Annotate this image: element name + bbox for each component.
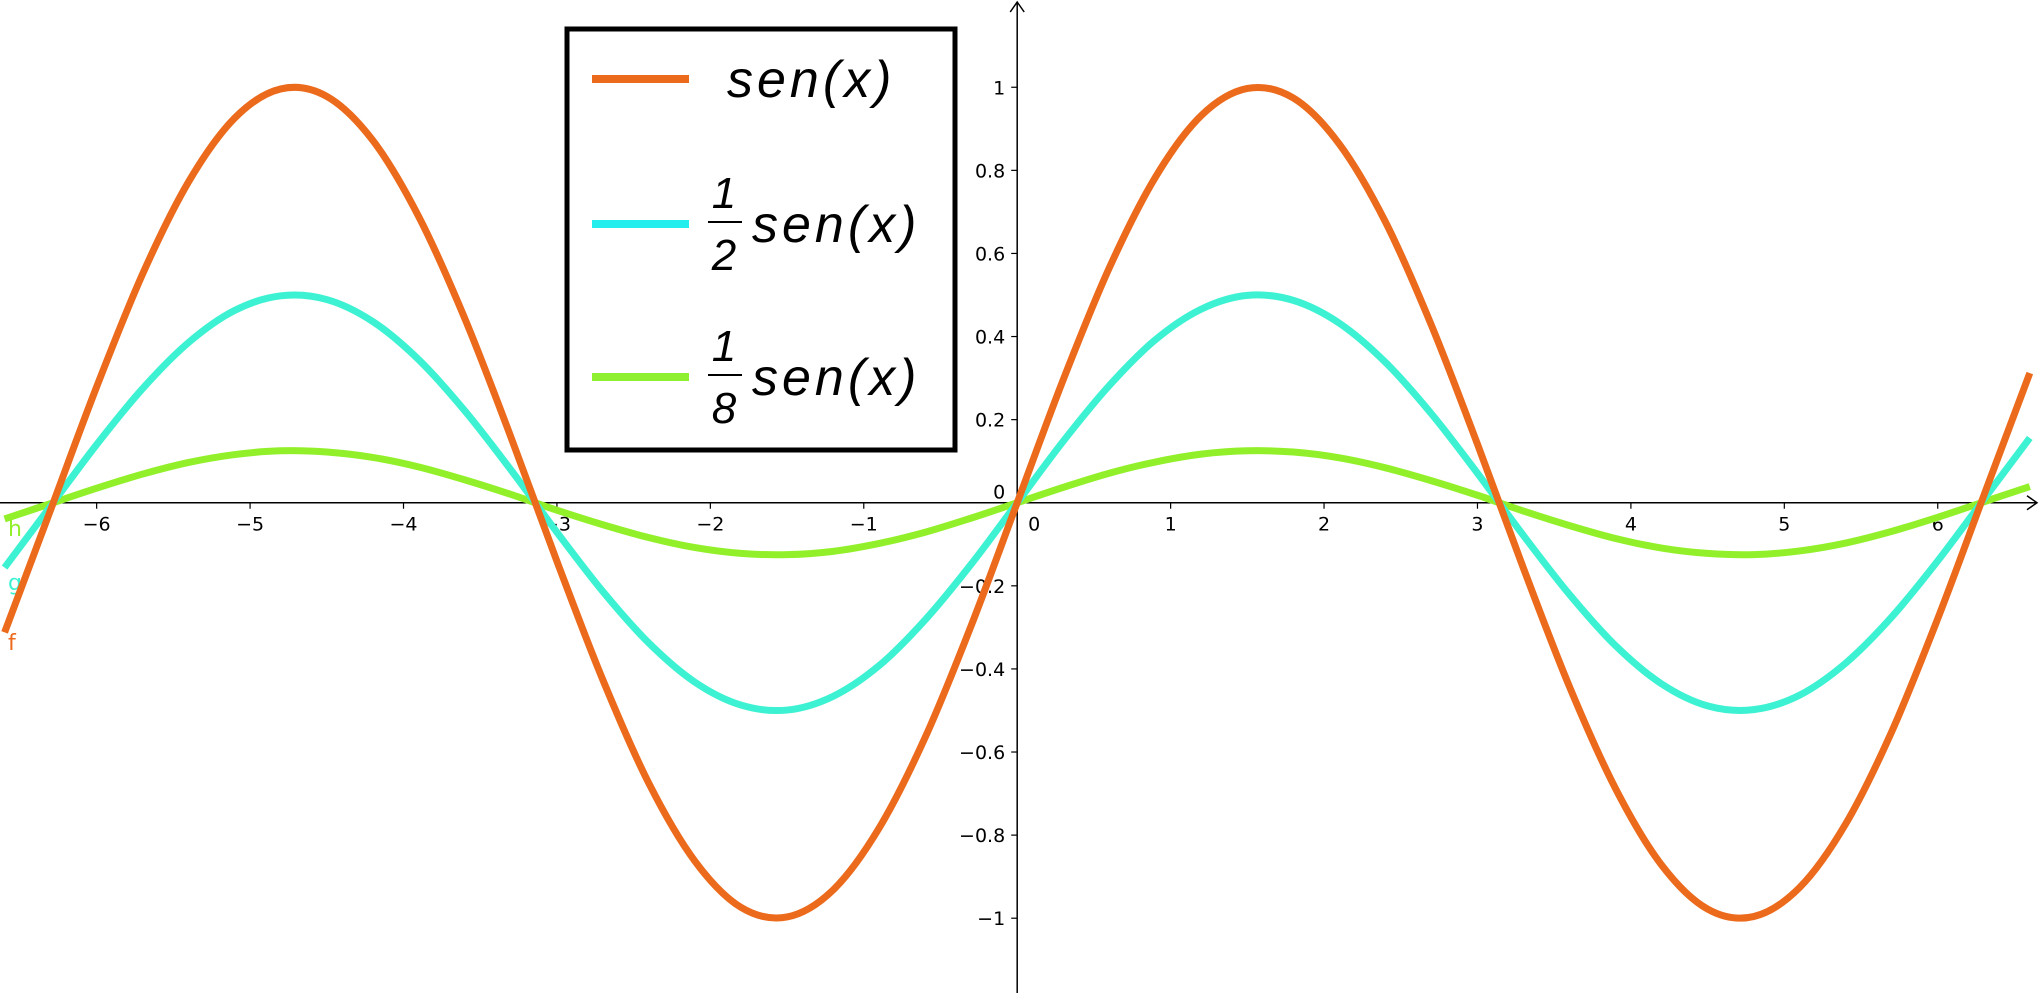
y-tick-label: 0.8 xyxy=(975,160,1005,182)
y-tick-label: −0.8 xyxy=(959,825,1005,847)
x-tick-label: 2 xyxy=(1318,514,1330,536)
legend-denominator: 2 xyxy=(711,231,736,280)
y-tick-label: −0.4 xyxy=(959,659,1005,681)
y-tick-label: 0 xyxy=(993,482,1005,504)
x-tick-label: 3 xyxy=(1471,514,1483,536)
x-tick-label: 5 xyxy=(1778,514,1790,536)
legend-label: sen(x) xyxy=(727,51,895,109)
legend-numerator: 1 xyxy=(712,322,736,371)
y-axis-arrow xyxy=(1009,0,1025,13)
legend: sen(x) 1 2 sen(x) 1 8 sen(x) xyxy=(564,26,958,453)
y-tick-label: 0.4 xyxy=(975,327,1005,349)
legend-label: sen(x) xyxy=(752,196,920,254)
y-tick-label: −0.6 xyxy=(959,742,1005,764)
legend-numerator: 1 xyxy=(712,169,736,218)
curve-label: f xyxy=(8,631,17,656)
legend-denominator: 8 xyxy=(712,384,737,433)
x-tick-label: −4 xyxy=(389,514,417,536)
x-tick-label: 1 xyxy=(1165,514,1177,536)
x-tick-label: −1 xyxy=(850,514,878,536)
x-tick-label: 0 xyxy=(1028,514,1040,536)
y-tick-label: −0.2 xyxy=(959,576,1005,598)
x-tick-label: 4 xyxy=(1625,514,1637,536)
legend-label: sen(x) xyxy=(752,349,920,407)
curve-label: h xyxy=(8,517,22,542)
curve xyxy=(1,83,2034,922)
x-tick-label: −6 xyxy=(83,514,111,536)
x-axis-arrow xyxy=(2026,495,2039,511)
y-tick-label: 0.2 xyxy=(975,410,1005,432)
y-tick-label: −1 xyxy=(977,908,1005,930)
x-tick-label: −2 xyxy=(696,514,724,536)
x-tick-label: −5 xyxy=(236,514,264,536)
y-tick-label: 0.6 xyxy=(975,243,1005,265)
y-tick-label: 1 xyxy=(993,77,1005,99)
